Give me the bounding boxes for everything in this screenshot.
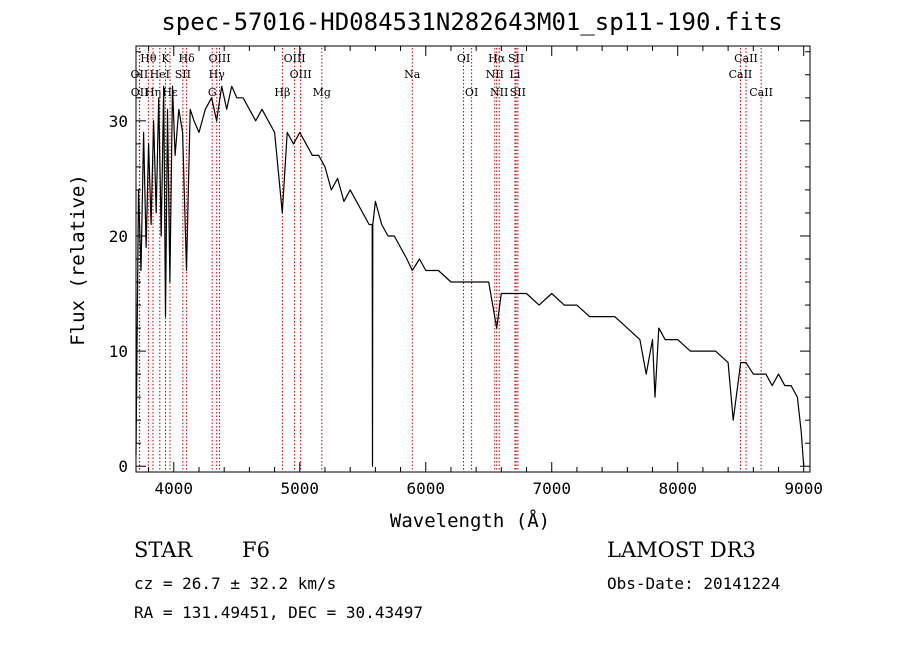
line-marker-label: OII	[131, 86, 149, 99]
subclass: F6	[242, 538, 270, 562]
line-marker-label: Hβ	[274, 86, 290, 99]
line-marker-label: OIII	[284, 52, 306, 65]
line-marker-label: NII	[486, 68, 504, 81]
chart-title: spec-57016-HD084531N282643M01_sp11-190.f…	[161, 8, 783, 36]
y-tick-label: 0	[118, 457, 128, 476]
coordinates: RA = 131.49451, DEC = 30.43497	[134, 603, 423, 622]
y-tick-label: 30	[109, 112, 128, 131]
line-marker-label: Hε	[162, 86, 178, 99]
x-tick-label: 7000	[532, 479, 571, 498]
line-marker-label: G	[208, 86, 217, 99]
x-tick-label: 9000	[784, 479, 823, 498]
line-marker-label: Hη	[145, 86, 161, 99]
x-tick-label: 6000	[406, 479, 445, 498]
x-tick-label: 4000	[155, 479, 194, 498]
line-marker-label: Hδ	[179, 52, 196, 65]
line-marker-label: Li	[510, 68, 521, 81]
line-marker-label: SII	[508, 52, 524, 65]
line-marker-label: OI	[465, 86, 478, 99]
line-marker-label: HeI	[150, 68, 170, 81]
x-axis-label: Wavelength (Å)	[389, 510, 551, 532]
plot-frame	[135, 45, 811, 473]
survey-name: LAMOST DR3	[607, 538, 756, 562]
line-marker-label: OI	[457, 52, 470, 65]
line-marker-label: SII	[175, 68, 191, 81]
cz-value: cz = 26.7 ± 32.2 km/s	[134, 574, 337, 593]
object-class: STAR	[134, 538, 193, 562]
line-marker-label: CaII	[749, 86, 773, 99]
y-tick-label: 10	[109, 342, 128, 361]
y-axis-label: Flux (relative)	[67, 174, 89, 346]
line-marker-label: Hθ	[140, 52, 157, 65]
line-marker-label: OIII	[208, 52, 230, 65]
line-marker-label: Hγ	[209, 68, 226, 81]
x-tick-label: 5000	[281, 479, 320, 498]
line-marker-label: NII	[490, 86, 508, 99]
line-marker-label: Na	[404, 68, 421, 81]
spectrum-line	[135, 85, 805, 467]
line-marker-label: OIII	[290, 68, 312, 81]
line-marker-label: Mg	[313, 86, 331, 99]
line-marker-label: CaII	[734, 52, 758, 65]
x-tick-label: 8000	[658, 479, 697, 498]
obs-date: Obs-Date: 20141224	[607, 574, 781, 593]
line-marker-label: K	[161, 52, 170, 65]
y-tick-label: 20	[109, 227, 128, 246]
line-marker-label: CaII	[729, 68, 753, 81]
line-marker-label: SII	[510, 86, 526, 99]
line-marker-label: Hα	[488, 52, 506, 65]
